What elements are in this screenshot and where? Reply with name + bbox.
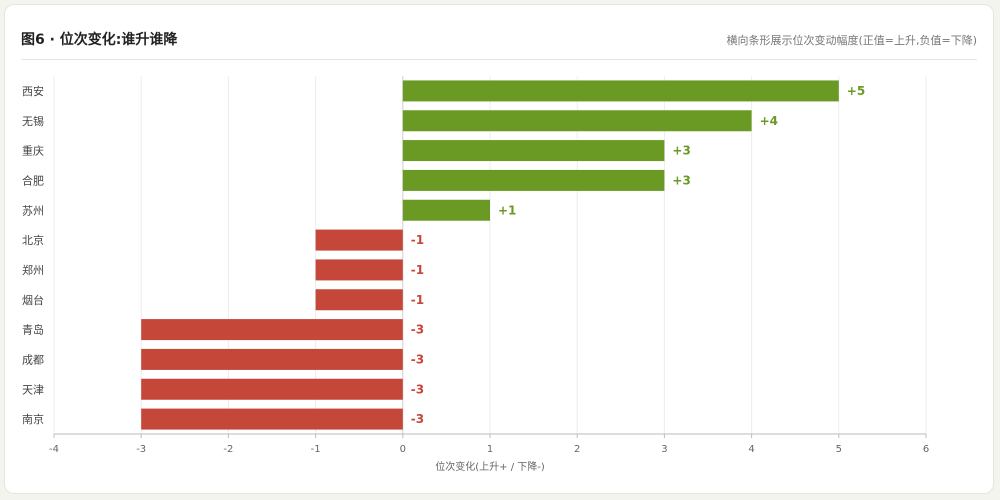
bar bbox=[402, 80, 839, 102]
x-tick-label: -3 bbox=[136, 444, 146, 455]
chart-title: 图6 · 位次变化:谁升谁降 bbox=[21, 32, 178, 48]
bar bbox=[141, 348, 403, 370]
category-label: 合肥 bbox=[22, 173, 44, 187]
x-tick-label: 5 bbox=[836, 444, 842, 455]
x-tick-label: 0 bbox=[400, 444, 406, 455]
category-label: 无锡 bbox=[22, 114, 44, 128]
bar bbox=[315, 259, 403, 281]
bar bbox=[141, 408, 403, 430]
chart-subtitle: 横向条形展示位次变动幅度(正值=上升,负值=下降) bbox=[726, 34, 977, 47]
data-label: -1 bbox=[411, 263, 424, 277]
category-label: 成都 bbox=[22, 353, 44, 366]
data-label: +5 bbox=[847, 84, 865, 98]
bar bbox=[402, 199, 490, 221]
data-label: -3 bbox=[411, 412, 424, 426]
x-tick-label: -4 bbox=[49, 444, 59, 455]
data-label: +3 bbox=[672, 144, 690, 158]
category-label: 烟台 bbox=[22, 293, 44, 307]
x-tick-label: 4 bbox=[748, 444, 754, 455]
data-label: -3 bbox=[411, 382, 424, 396]
x-tick-label: 6 bbox=[923, 444, 929, 455]
category-label: 郑州 bbox=[22, 263, 44, 277]
bar bbox=[141, 319, 403, 341]
category-label: 南京 bbox=[22, 412, 44, 426]
data-label: -3 bbox=[411, 352, 424, 366]
bar bbox=[141, 378, 403, 400]
data-label: +3 bbox=[672, 173, 690, 187]
category-label: 西安 bbox=[22, 84, 44, 98]
x-tick-label: 1 bbox=[487, 444, 493, 455]
data-label: +1 bbox=[498, 203, 516, 217]
x-tick-label: -1 bbox=[311, 444, 321, 455]
category-label: 青岛 bbox=[22, 323, 44, 337]
bar bbox=[315, 229, 403, 251]
category-label: 北京 bbox=[22, 233, 44, 247]
x-tick-label: 3 bbox=[661, 444, 667, 455]
x-axis-label: 位次变化(上升+ / 下降-) bbox=[435, 460, 545, 473]
x-tick-label: 2 bbox=[574, 444, 580, 455]
x-tick-label: -2 bbox=[223, 444, 233, 455]
data-label: +4 bbox=[760, 114, 778, 128]
category-label: 重庆 bbox=[22, 144, 44, 158]
category-label: 苏州 bbox=[22, 204, 44, 217]
data-label: -1 bbox=[411, 293, 424, 307]
bar bbox=[402, 169, 665, 191]
bar bbox=[402, 140, 665, 162]
data-label: -1 bbox=[411, 233, 424, 247]
category-label: 天津 bbox=[22, 383, 44, 396]
chart-header: 图6 · 位次变化:谁升谁降 横向条形展示位次变动幅度(正值=上升,负值=下降) bbox=[21, 19, 977, 60]
bar bbox=[315, 289, 403, 311]
bar bbox=[402, 110, 752, 132]
data-label: -3 bbox=[411, 323, 424, 337]
